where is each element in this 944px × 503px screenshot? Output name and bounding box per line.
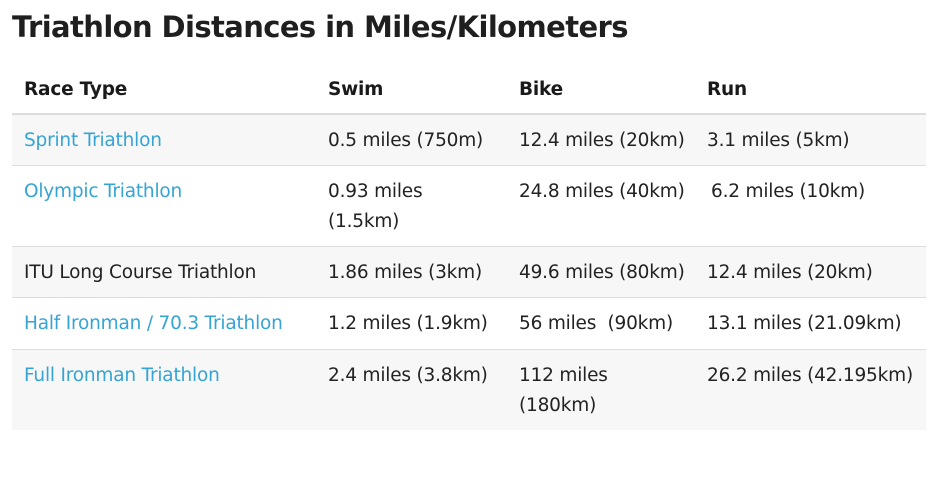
race-link-full-ironman[interactable]: Full Ironman Triathlon [24, 365, 220, 386]
swim-cell: 0.5 miles (750m) [316, 114, 507, 166]
page-title: Triathlon Distances in Miles/Kilometers [12, 10, 628, 44]
triathlon-distances-table-container: Race Type Swim Bike Run Sprint Triathlon… [12, 64, 926, 430]
bike-cell: 112 miles (180km) [507, 349, 695, 430]
table-header-row: Race Type Swim Bike Run [12, 64, 926, 115]
run-cell: 26.2 miles (42.195km) [695, 349, 926, 430]
header-bike: Bike [507, 64, 695, 115]
header-run: Run [695, 64, 926, 115]
race-type-cell: Full Ironman Triathlon [12, 349, 316, 430]
header-race-type: Race Type [12, 64, 316, 115]
table-row: Half Ironman / 70.3 Triathlon 1.2 miles … [12, 297, 926, 350]
race-type-cell: Olympic Triathlon [12, 165, 316, 247]
run-cell: 6.2 miles (10km) [695, 165, 926, 247]
run-cell: 3.1 miles (5km) [695, 114, 926, 166]
swim-cell: 1.86 miles (3km) [316, 246, 507, 298]
table-row: Sprint Triathlon 0.5 miles (750m) 12.4 m… [12, 114, 926, 166]
race-link-sprint-triathlon[interactable]: Sprint Triathlon [24, 130, 162, 151]
swim-cell: 1.2 miles (1.9km) [316, 297, 507, 350]
race-type-cell: Sprint Triathlon [12, 114, 316, 166]
swim-cell: 0.93 miles (1.5km) [316, 165, 507, 247]
header-swim: Swim [316, 64, 507, 115]
run-cell: 13.1 miles (21.09km) [695, 297, 926, 350]
run-value: 6.2 miles (10km) [711, 181, 866, 202]
run-cell: 12.4 miles (20km) [695, 246, 926, 298]
race-name-itu-long-course: ITU Long Course Triathlon [24, 262, 257, 283]
race-link-half-ironman[interactable]: Half Ironman / 70.3 Triathlon [24, 313, 283, 334]
table-row: Full Ironman Triathlon 2.4 miles (3.8km)… [12, 349, 926, 430]
bike-cell: 56 miles (90km) [507, 297, 695, 350]
race-type-cell: Half Ironman / 70.3 Triathlon [12, 297, 316, 350]
race-type-cell: ITU Long Course Triathlon [12, 246, 316, 298]
swim-cell: 2.4 miles (3.8km) [316, 349, 507, 430]
bike-cell: 12.4 miles (20km) [507, 114, 695, 166]
bike-cell: 24.8 miles (40km) [507, 165, 695, 247]
table-row: Olympic Triathlon 0.93 miles (1.5km) 24.… [12, 165, 926, 247]
triathlon-distances-table: Race Type Swim Bike Run Sprint Triathlon… [12, 64, 926, 430]
bike-cell: 49.6 miles (80km) [507, 246, 695, 298]
table-row: ITU Long Course Triathlon 1.86 miles (3k… [12, 246, 926, 298]
race-link-olympic-triathlon[interactable]: Olympic Triathlon [24, 181, 183, 202]
